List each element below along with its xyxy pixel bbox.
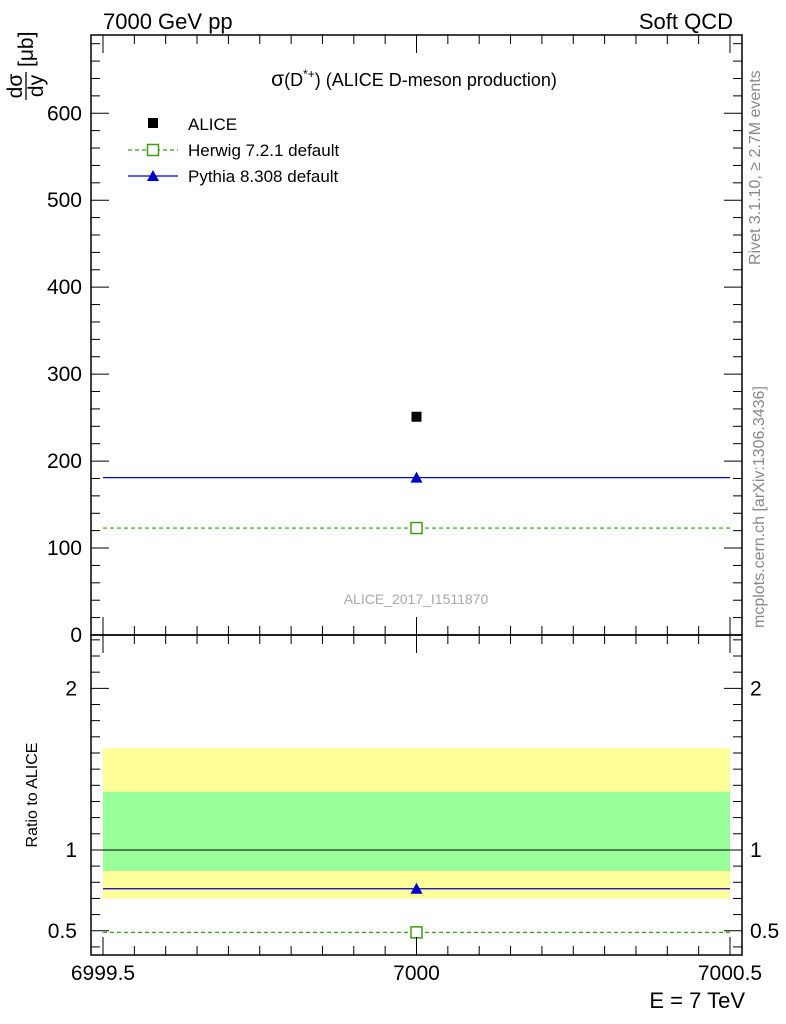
legend-alice-marker — [148, 118, 158, 128]
legend-pythia-label: Pythia 8.308 default — [188, 167, 339, 186]
main-panel: 0 100 200 300 400 500 600 σ(D*+) (ALICE D-meso… — [4, 32, 743, 647]
main-y-label: dσ dy [μb] — [4, 32, 48, 100]
ratio-band-inner — [103, 791, 730, 871]
mcplots-label: mcplots.cern.ch [arXiv:1306.3436] — [751, 386, 768, 628]
chart-title: σ(D*+) (ALICE D-meson production) — [271, 67, 557, 91]
main-y-tick-label: 0 — [70, 624, 82, 647]
ratio-plot-area — [91, 748, 742, 939]
y-label-den: dy — [25, 74, 48, 97]
x-axis: 6999.5 7000 7000.5 — [71, 35, 762, 985]
main-y-tick-label: 600 — [47, 102, 82, 125]
legend-alice-label: ALICE — [188, 115, 237, 134]
ratio-herwig-point — [410, 926, 423, 939]
main-y-tick-label: 300 — [47, 363, 82, 386]
legend-pythia-marker — [147, 170, 159, 181]
main-y-ticks: 0 100 200 300 400 500 600 — [47, 43, 742, 647]
x-tick-label: 6999.5 — [71, 962, 135, 985]
herwig-point — [410, 521, 423, 535]
main-plot-area — [103, 411, 730, 535]
ratio-y-tick-label-left: 1 — [65, 839, 77, 862]
title-close: ) (ALICE D-meson production) — [315, 70, 557, 90]
rivet-label: Rivet 3.1.10, ≥ 2.7M events — [747, 70, 764, 265]
main-y-tick-label: 400 — [47, 276, 82, 299]
analysis-tag: ALICE_2017_I1511870 — [344, 591, 489, 607]
title-sigma: σ — [271, 68, 284, 91]
ratio-y-tick-label-right: 1 — [750, 839, 762, 862]
ratio-y-tick-label-right: 2 — [750, 677, 762, 700]
ratio-y-tick-label-left: 2 — [65, 677, 77, 700]
title-open: (D — [284, 70, 303, 90]
alice-data-point — [411, 411, 422, 422]
y-label-num: dσ — [4, 74, 27, 99]
ratio-pythia-point — [410, 882, 423, 894]
ratio-y-ticks: 0.5 0.5 1 1 2 2 — [48, 639, 779, 948]
header-left: 7000 GeV pp — [103, 9, 233, 34]
main-y-tick-label: 200 — [47, 450, 82, 473]
legend-herwig-label: Herwig 7.2.1 default — [188, 141, 339, 160]
ratio-y-tick-label-left: 0.5 — [48, 920, 77, 943]
main-y-tick-label: 500 — [47, 189, 82, 212]
x-axis-label: E = 7 TeV — [649, 988, 745, 1013]
header-right: Soft QCD — [639, 9, 733, 34]
legend-herwig-marker — [146, 143, 160, 157]
main-y-tick-label: 100 — [47, 537, 82, 560]
x-tick-label: 7000.5 — [698, 962, 762, 985]
ratio-panel: 0.5 0.5 1 1 2 2 Ratio to ALICE — [24, 634, 779, 956]
ratio-y-label: Ratio to ALICE — [24, 743, 41, 848]
legend: ALICE Herwig 7.2.1 default Pythia 8.308 … — [128, 115, 339, 186]
title-sup: *+ — [303, 67, 315, 81]
ratio-y-tick-label-right: 0.5 — [750, 920, 779, 943]
pythia-point — [410, 471, 423, 483]
x-tick-label: 7000 — [393, 962, 440, 985]
y-label-unit: [μb] — [15, 32, 38, 67]
